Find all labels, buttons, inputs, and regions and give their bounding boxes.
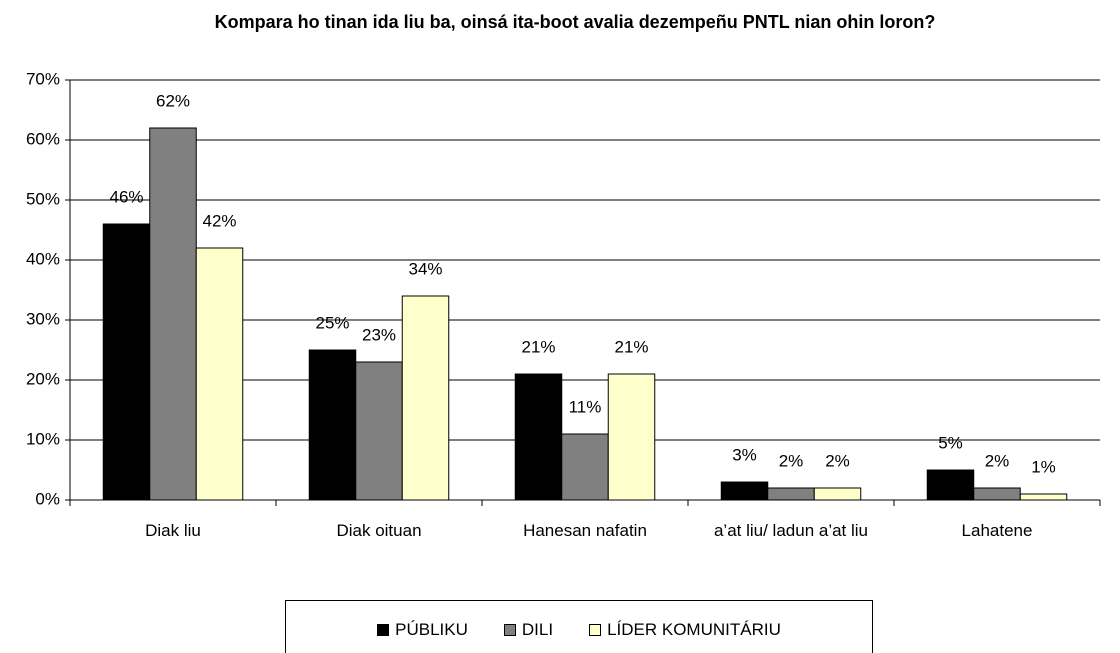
data-label: 25% xyxy=(315,313,349,332)
y-tick-label: 70% xyxy=(26,69,60,88)
legend-item: PÚBLIKU xyxy=(377,619,468,641)
bar xyxy=(561,433,609,501)
data-label: 2% xyxy=(779,451,804,470)
x-tick-label: Lahatene xyxy=(961,521,1033,540)
data-label: 21% xyxy=(521,337,555,356)
bar xyxy=(607,373,656,501)
x-tick-label: Diak oituan xyxy=(336,521,422,540)
x-tick-label: Hanesan nafatin xyxy=(523,521,647,540)
bar xyxy=(720,481,769,501)
bar xyxy=(308,349,357,501)
legend-item: LÍDER KOMUNITÁRIU xyxy=(589,619,781,641)
data-label: 2% xyxy=(985,451,1010,470)
y-tick-label: 20% xyxy=(26,369,60,388)
bar xyxy=(355,361,403,501)
y-tick-label: 0% xyxy=(35,489,60,508)
y-tick-label: 60% xyxy=(26,129,60,148)
data-label: 5% xyxy=(938,433,963,452)
bar xyxy=(149,127,197,501)
data-label: 42% xyxy=(202,211,236,230)
y-tick-label: 50% xyxy=(26,189,60,208)
data-label: 23% xyxy=(362,325,396,344)
y-tick-label: 40% xyxy=(26,249,60,268)
legend-swatch xyxy=(377,624,390,636)
legend-label: LÍDER KOMUNITÁRIU xyxy=(607,620,781,639)
x-tick-label: a’at liu/ ladun a’at liu xyxy=(713,521,869,540)
y-tick-label: 30% xyxy=(26,309,60,328)
data-label: 21% xyxy=(614,337,648,356)
data-label: 3% xyxy=(732,445,757,464)
legend-label: PÚBLIKU xyxy=(395,620,468,639)
data-label: 46% xyxy=(109,187,143,206)
legend: PÚBLIKU DILI LÍDER KOMUNITÁRIU xyxy=(285,600,873,653)
bar xyxy=(102,223,151,501)
legend-label: DILI xyxy=(521,620,554,639)
bar xyxy=(767,487,815,501)
data-label: 11% xyxy=(569,397,602,416)
legend-item: DILI xyxy=(503,619,554,641)
bar xyxy=(514,373,563,501)
x-tick-label: Diak liu xyxy=(145,521,201,540)
bar xyxy=(813,487,862,501)
data-label: 62% xyxy=(156,91,190,110)
bar xyxy=(926,469,975,501)
data-label: 1% xyxy=(1031,457,1056,476)
chart-title: Kompara ho tinan ida liu ba, oinsá ita-b… xyxy=(214,12,936,32)
bar xyxy=(401,295,450,501)
legend-swatch xyxy=(503,624,516,636)
bar xyxy=(1019,493,1068,501)
y-tick-label: 10% xyxy=(26,429,60,448)
data-label: 34% xyxy=(408,259,442,278)
data-label: 2% xyxy=(825,451,850,470)
bar xyxy=(195,247,244,501)
bar xyxy=(973,487,1021,501)
legend-swatch xyxy=(589,624,602,636)
